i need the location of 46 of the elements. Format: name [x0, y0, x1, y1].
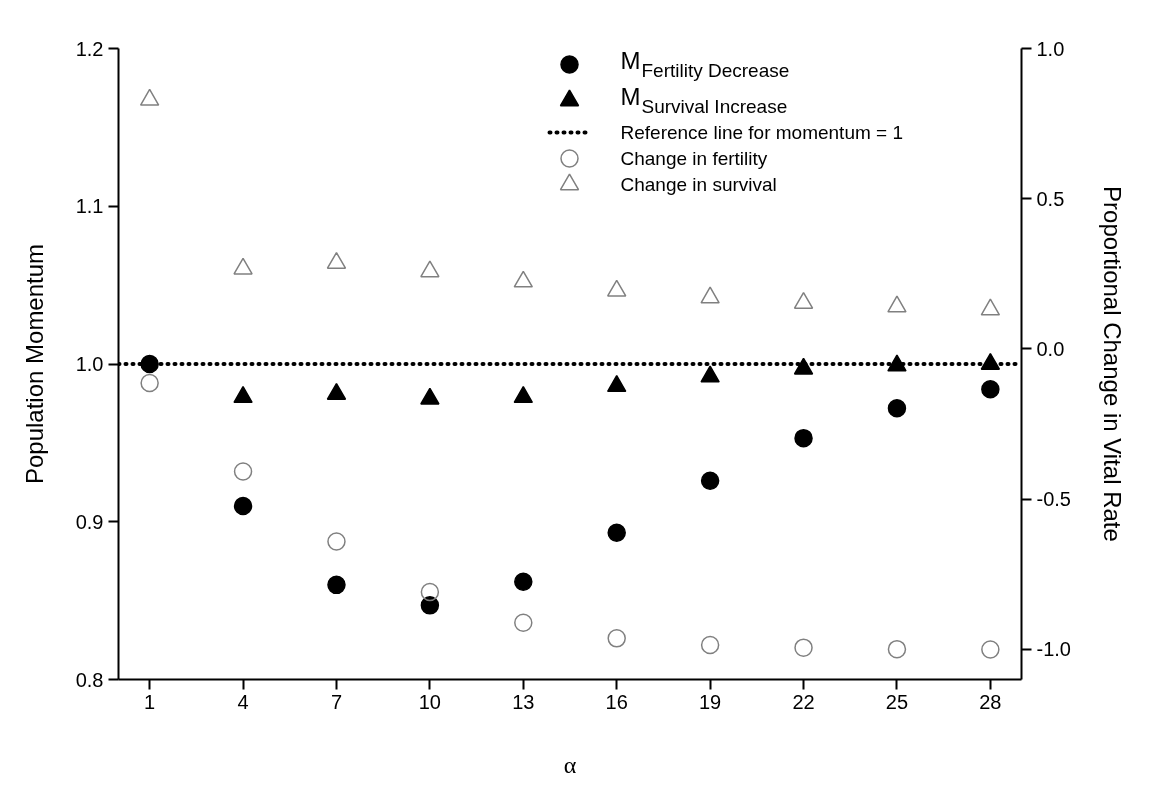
x-tick-label: 10	[418, 690, 442, 713]
y2-tick-label: 1.0	[1036, 37, 1065, 60]
point	[700, 286, 720, 304]
point	[793, 291, 814, 309]
point	[606, 279, 627, 297]
point	[233, 462, 253, 481]
x-tick-label: 28	[979, 690, 1002, 713]
x-tick-label: 25	[885, 690, 909, 713]
y2-tick-label: 0.0	[1036, 337, 1065, 360]
legend-label: Reference line for momentum = 1	[620, 122, 903, 143]
y-tick-label: 0.9	[75, 510, 104, 533]
point	[513, 270, 534, 288]
x-tick-label: 1	[144, 690, 156, 713]
point	[326, 251, 347, 269]
point	[514, 613, 533, 632]
x-axis-title: α	[563, 751, 577, 778]
y-tick-label: 1.0	[75, 353, 104, 375]
y2-tick-label: -0.5	[1036, 488, 1071, 511]
legend-label: Change in fertility	[620, 148, 768, 169]
point	[887, 639, 907, 659]
x-tick-label: 16	[605, 690, 628, 713]
point	[327, 532, 346, 551]
y-tick-label: 1.1	[75, 195, 104, 218]
y-axis-title: Population Momentum	[20, 243, 48, 485]
x-tick-label: 7	[330, 690, 343, 713]
point	[139, 88, 160, 106]
point	[794, 638, 813, 657]
point	[140, 373, 159, 393]
point	[233, 257, 253, 275]
point	[887, 295, 907, 313]
point	[420, 260, 440, 278]
x-tick-label: 22	[792, 690, 815, 713]
x-tick-label: 4	[237, 690, 249, 713]
x-tick-label: 13	[512, 690, 535, 713]
x-tick-label: 19	[699, 690, 722, 713]
y-tick-label: 0.8	[75, 668, 104, 691]
y-tick-label: 1.2	[75, 37, 104, 60]
y2-tick-label: 0.5	[1036, 187, 1065, 210]
point	[607, 629, 626, 648]
y2-tick-label: -1.0	[1036, 638, 1071, 661]
point	[980, 298, 1001, 316]
y2-axis-title: Proportional Change in Vital Rate	[1098, 186, 1126, 542]
point	[981, 640, 1000, 659]
point	[700, 635, 720, 655]
legend-label: Change in survival	[620, 174, 777, 195]
point	[420, 582, 440, 602]
